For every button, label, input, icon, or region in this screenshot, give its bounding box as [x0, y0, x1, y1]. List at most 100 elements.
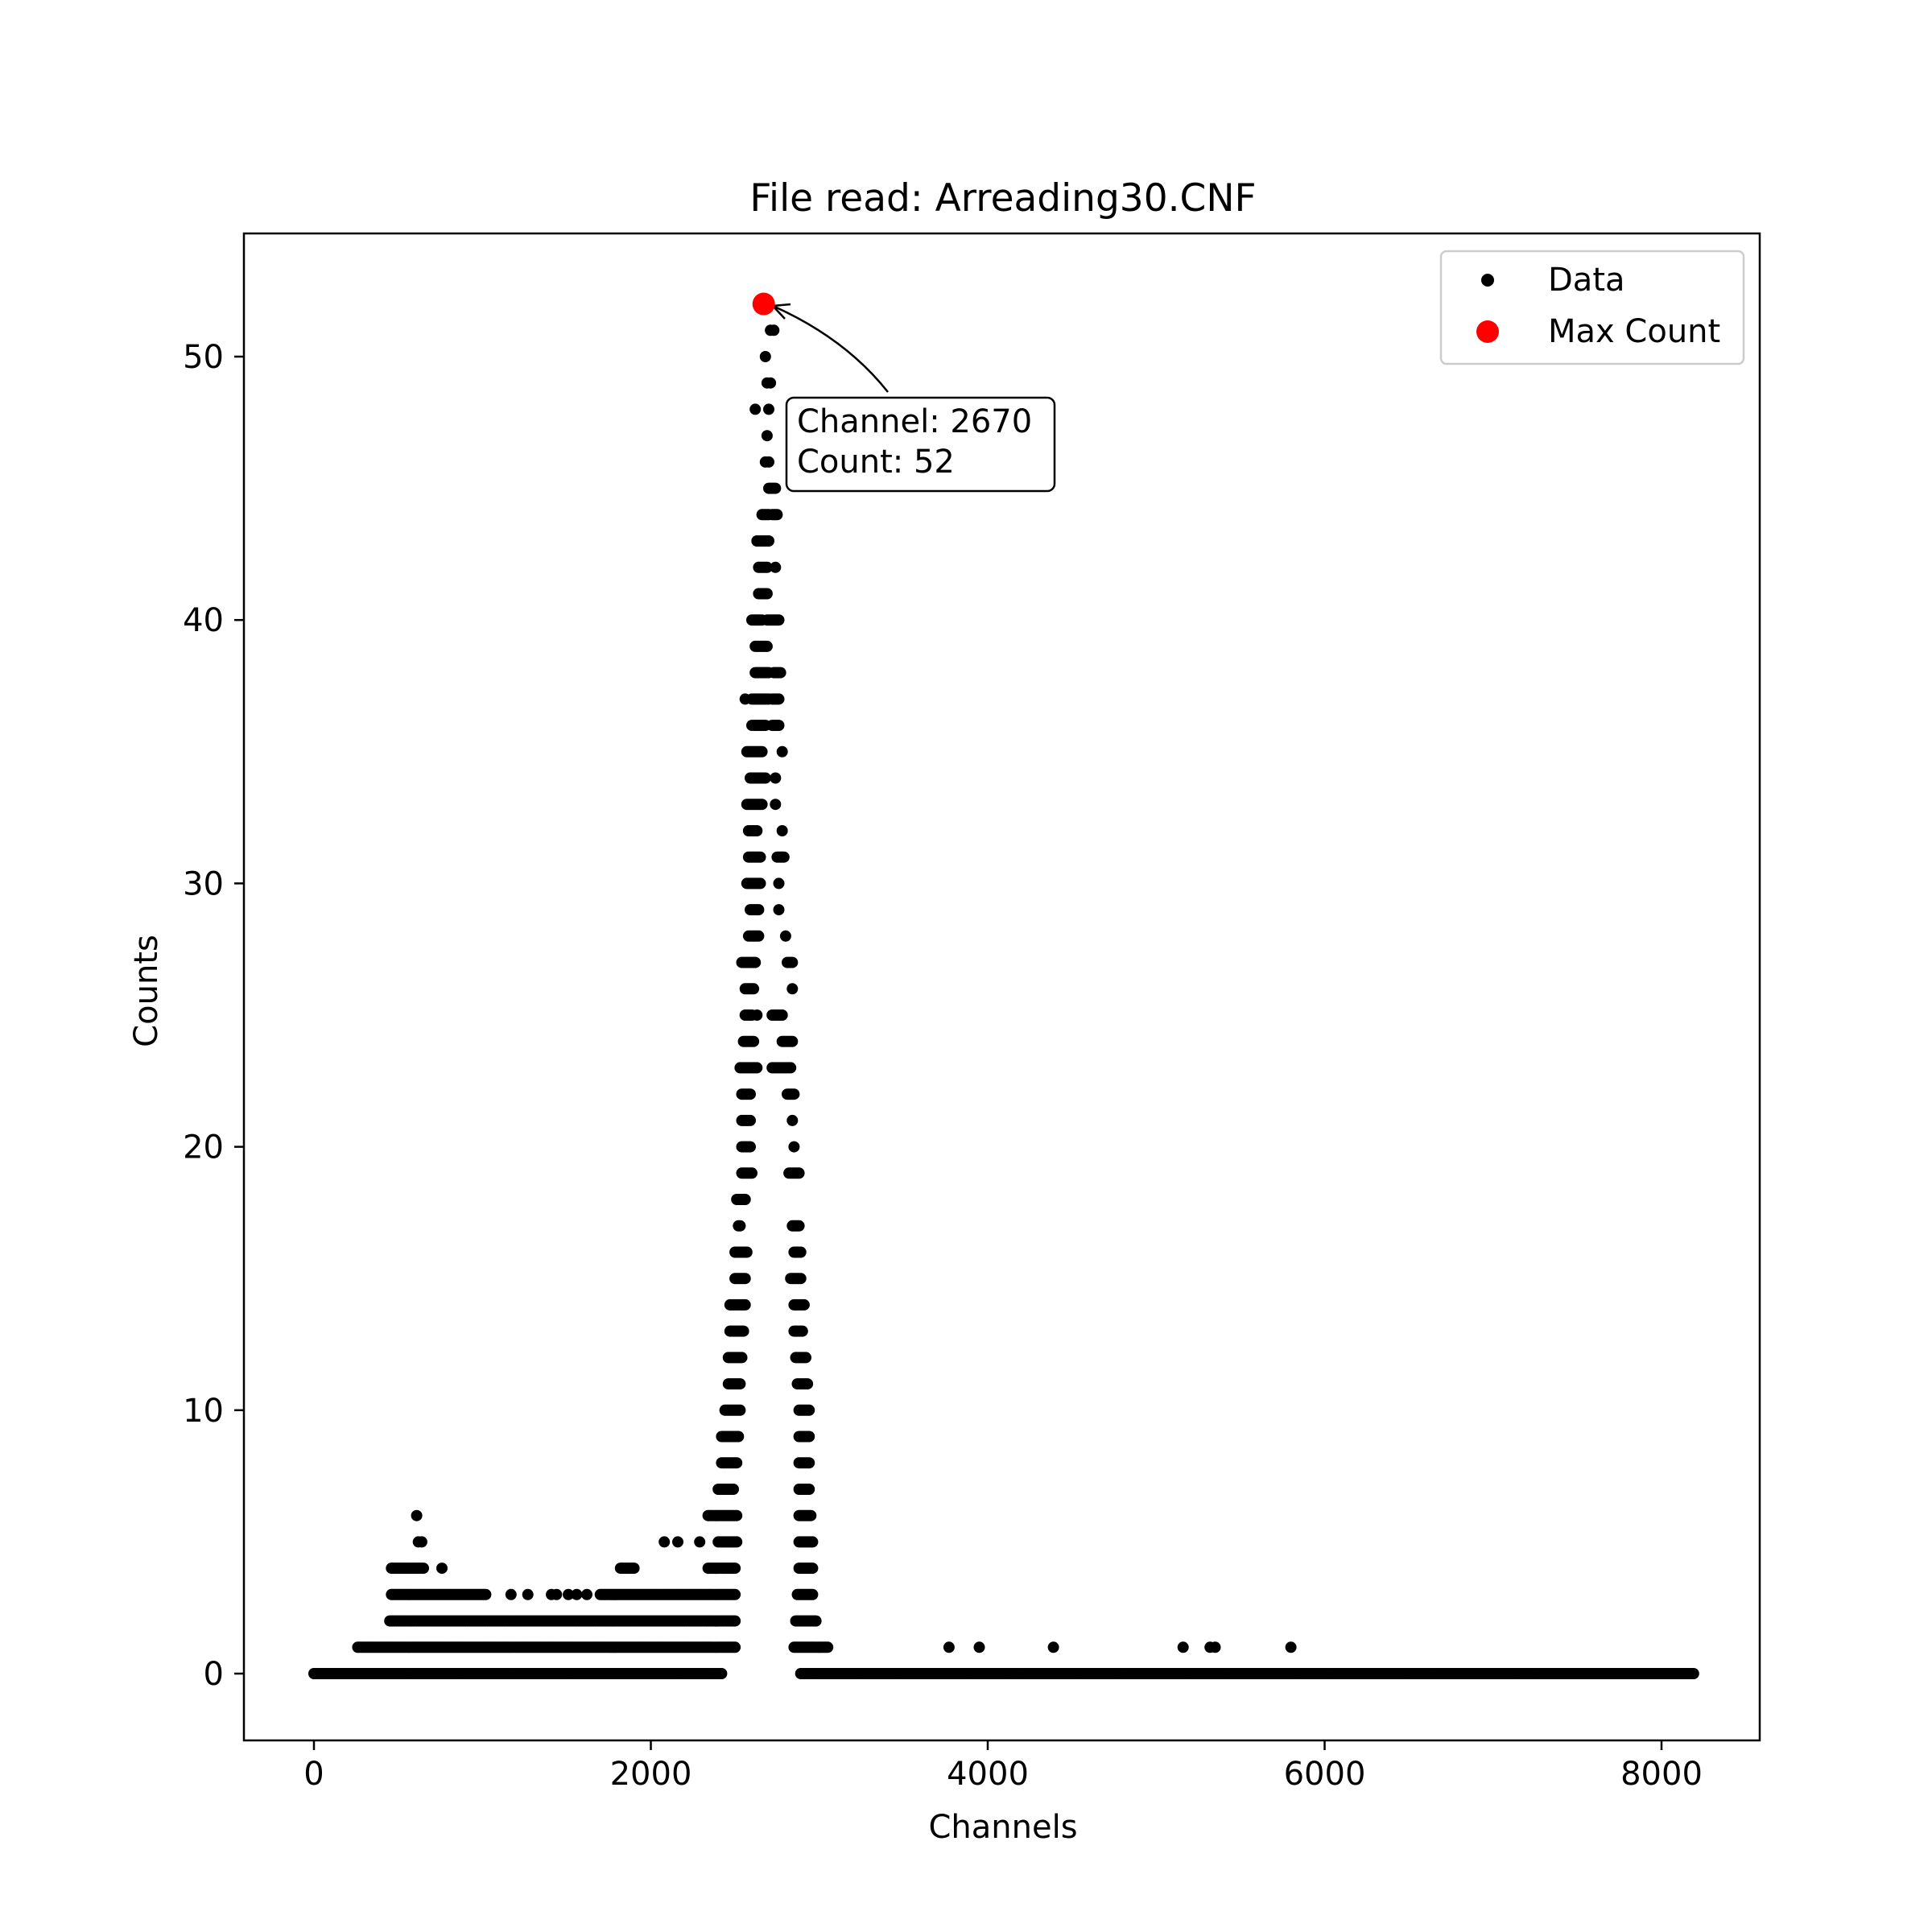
- data-point: [761, 588, 773, 600]
- data-point: [795, 1273, 807, 1285]
- data-point: [800, 1352, 811, 1364]
- data-point: [731, 1509, 743, 1521]
- legend-label-max-count: Max Count: [1548, 313, 1720, 350]
- data-point: [739, 1298, 751, 1311]
- data-point: [802, 1378, 814, 1390]
- y-tick-label: 30: [183, 865, 224, 902]
- x-tick-label: 0: [303, 1756, 324, 1793]
- data-point: [771, 509, 783, 521]
- data-point: [1047, 1641, 1059, 1653]
- y-tick-label: 10: [183, 1393, 224, 1430]
- data-point: [694, 1536, 706, 1548]
- data-point: [1687, 1668, 1699, 1679]
- data-point: [774, 667, 786, 679]
- data-point: [729, 1563, 741, 1575]
- y-axis-ticks: 0 10 20 30 40 50: [183, 339, 244, 1693]
- plot-frame: [242, 232, 1761, 1742]
- x-tick-label: 2000: [610, 1756, 692, 1793]
- data-point: [807, 1536, 819, 1548]
- data-point: [770, 799, 782, 811]
- data-point: [658, 1536, 671, 1548]
- data-point: [779, 930, 791, 942]
- data-point: [734, 1378, 746, 1390]
- data-point: [480, 1588, 492, 1600]
- data-point: [786, 1114, 799, 1126]
- data-point: [745, 1114, 756, 1126]
- x-tick-label: 8000: [1620, 1756, 1703, 1793]
- legend-frame: [1439, 250, 1745, 365]
- data-point: [795, 1246, 807, 1258]
- data-point: [749, 403, 762, 415]
- x-axis-ticks: 0 2000 4000 6000 8000: [303, 1740, 1703, 1793]
- data-point: [759, 351, 771, 362]
- annotation-count-text: Count: 52: [797, 444, 955, 481]
- data-point: [731, 1536, 743, 1548]
- data-point: [745, 1141, 756, 1153]
- data-point: [943, 1641, 955, 1653]
- data-points-layer: [308, 298, 1699, 1679]
- data-point: [563, 1588, 574, 1600]
- data-point: [415, 1536, 427, 1548]
- x-axis-label: Channels: [928, 1809, 1077, 1846]
- data-point: [768, 324, 780, 336]
- data-point: [761, 561, 773, 573]
- data-point: [741, 1246, 753, 1258]
- data-point: [773, 693, 785, 705]
- data-point: [737, 1325, 749, 1337]
- x-tick-label: 6000: [1284, 1756, 1366, 1793]
- data-point: [739, 693, 751, 705]
- data-point: [1209, 1641, 1221, 1653]
- data-point: [756, 799, 768, 811]
- data-point: [973, 1641, 985, 1653]
- data-point: [773, 877, 785, 890]
- data-point: [763, 535, 774, 547]
- legend-label-data: Data: [1548, 262, 1625, 299]
- data-point: [788, 1141, 800, 1153]
- data-point: [776, 1009, 788, 1021]
- data-point: [751, 1009, 763, 1021]
- data-point: [672, 1536, 683, 1548]
- data-point: [773, 720, 785, 732]
- annotation-box: [785, 396, 1056, 493]
- data-point: [748, 1035, 760, 1047]
- max-count-point: [752, 292, 775, 316]
- data-point: [810, 1615, 822, 1627]
- data-point: [751, 1062, 763, 1074]
- data-point: [785, 1062, 797, 1074]
- data-point: [751, 825, 763, 836]
- data-point: [776, 745, 788, 758]
- data-point: [729, 1615, 741, 1627]
- data-point: [763, 456, 774, 468]
- data-point: [770, 561, 782, 573]
- data-point: [716, 1668, 728, 1679]
- data-point: [736, 1352, 748, 1364]
- data-point: [522, 1588, 534, 1600]
- chart-title: File read: Arreading30.CNF: [749, 176, 1256, 221]
- data-point: [734, 1404, 746, 1416]
- data-point: [803, 1404, 815, 1416]
- data-point: [759, 772, 771, 784]
- x-tick-label: 4000: [947, 1756, 1029, 1793]
- legend: Data Max Count: [1439, 250, 1745, 365]
- data-point: [807, 1588, 819, 1600]
- data-point: [761, 640, 773, 652]
- data-point: [786, 1035, 799, 1047]
- data-point: [803, 1430, 815, 1443]
- data-point: [773, 614, 785, 626]
- legend-marker-data: [1481, 274, 1494, 287]
- data-point: [551, 1588, 563, 1600]
- data-point: [786, 956, 799, 968]
- y-axis-label: Counts: [128, 935, 165, 1047]
- data-point: [773, 904, 785, 916]
- data-point: [411, 1509, 423, 1521]
- y-tick-label: 40: [183, 602, 224, 639]
- data-point: [765, 377, 777, 389]
- data-point: [628, 1563, 640, 1575]
- data-point: [571, 1588, 583, 1600]
- data-point: [748, 983, 760, 995]
- data-point: [761, 430, 773, 442]
- data-point: [733, 1430, 745, 1443]
- data-point: [793, 1167, 805, 1179]
- data-point: [754, 877, 766, 890]
- data-point: [756, 745, 768, 758]
